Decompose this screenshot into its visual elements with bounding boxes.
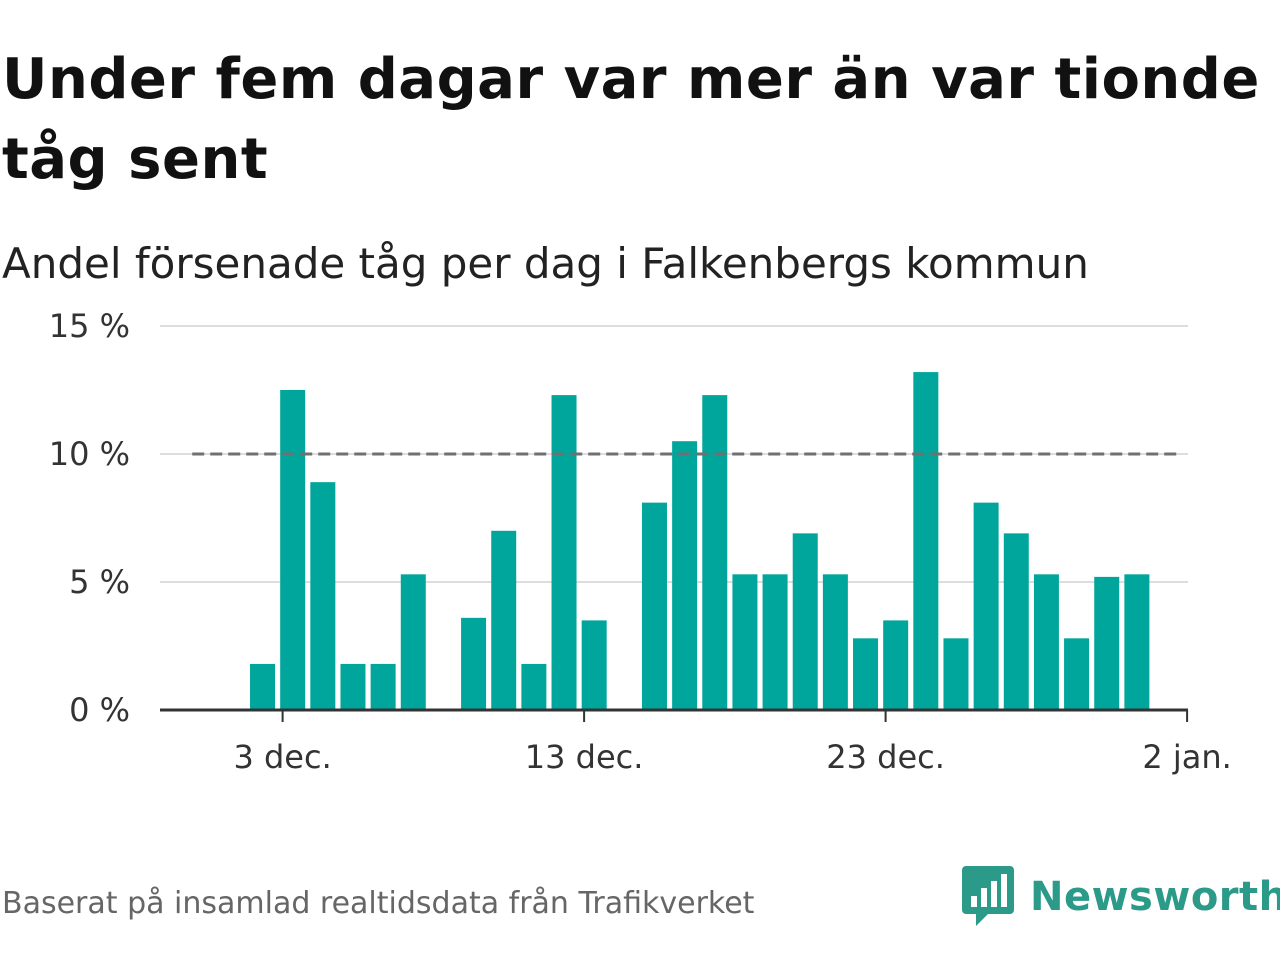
y-tick-label: 0 % xyxy=(69,691,130,729)
chart-subtitle: Andel försenade tåg per dag i Falkenberg… xyxy=(2,239,1089,288)
bar xyxy=(370,663,396,710)
bar xyxy=(672,441,698,710)
axis-layer: 0 % 5 % 10 % 15 % 3 dec. 13 dec. 23 dec. 2 jan. xyxy=(49,307,1232,776)
bar xyxy=(581,620,607,710)
x-tick-label: 13 dec. xyxy=(525,738,644,776)
bar xyxy=(1094,576,1120,710)
bar xyxy=(551,395,577,710)
y-tick-label: 15 % xyxy=(49,307,130,345)
bar xyxy=(943,638,969,710)
bar xyxy=(792,533,818,710)
bar xyxy=(732,574,758,710)
chart-title: Under fem dagar var mer än var tionde tå… xyxy=(2,47,1260,192)
bar xyxy=(400,574,426,710)
y-tick-label: 10 % xyxy=(49,435,130,473)
x-tick-label: 2 jan. xyxy=(1142,738,1231,776)
bar xyxy=(913,372,939,710)
bar xyxy=(973,502,999,710)
bar xyxy=(491,530,517,710)
bar xyxy=(702,395,728,710)
brand-name: Newsworthy xyxy=(1030,874,1280,920)
newsworthy-logo-icon xyxy=(962,866,1014,926)
bar-chart: 0 % 5 % 10 % 15 % 3 dec. 13 dec. 23 dec. 2 jan. xyxy=(49,307,1232,776)
bar xyxy=(822,574,848,710)
bar xyxy=(641,502,667,710)
footer-source: Baserat på insamlad realtidsdata från Tr… xyxy=(2,886,755,921)
bar xyxy=(1124,574,1150,710)
bar xyxy=(1033,574,1059,710)
bar xyxy=(340,663,366,710)
brand-logo[interactable]: Newsworthy xyxy=(962,862,1280,932)
bar xyxy=(883,620,909,710)
bar xyxy=(1064,638,1090,710)
bar xyxy=(853,638,879,710)
bar xyxy=(762,574,788,710)
bar xyxy=(1003,533,1029,710)
x-tick-label: 3 dec. xyxy=(233,738,331,776)
x-tick-label: 23 dec. xyxy=(826,738,945,776)
bar xyxy=(280,390,306,710)
bar xyxy=(310,482,336,710)
bar xyxy=(250,663,276,710)
bar xyxy=(521,663,547,710)
bar xyxy=(461,617,487,710)
bar-layer xyxy=(250,372,1150,710)
y-tick-label: 5 % xyxy=(69,563,130,601)
